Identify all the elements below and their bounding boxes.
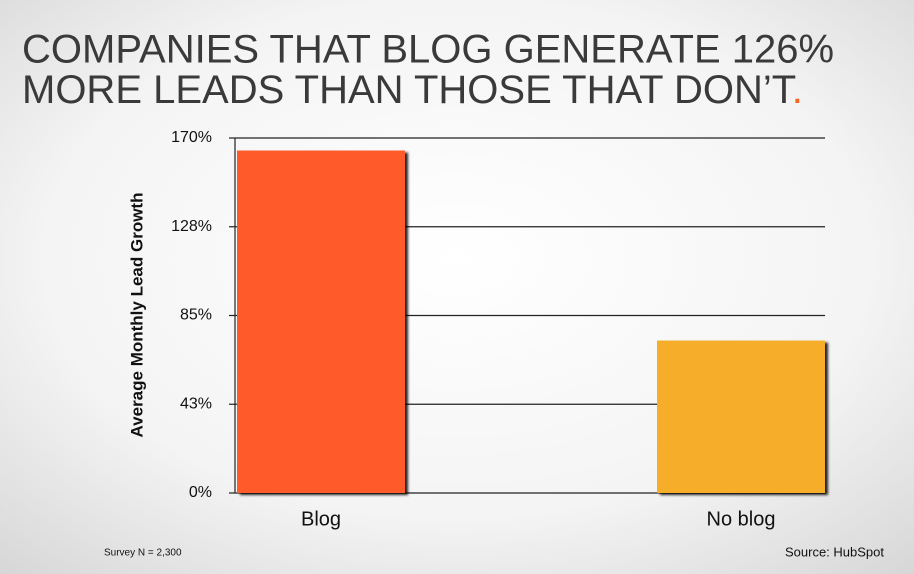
- x-tick-label: Blog: [301, 508, 341, 530]
- title-text: MORE LEADS THAN THOSE THAT DON’T: [22, 68, 796, 112]
- y-tick-label: 43%: [180, 395, 212, 412]
- y-axis-label: Average Monthly Lead Growth: [127, 193, 146, 438]
- y-tick-label: 170%: [171, 129, 212, 146]
- source: Source: HubSpot: [785, 544, 884, 559]
- title-period: .: [792, 68, 803, 112]
- x-tick-label: No blog: [707, 508, 776, 530]
- title-line: COMPANIES THAT BLOG GENERATE 126%: [22, 28, 834, 72]
- y-tick-label: 128%: [171, 218, 212, 235]
- y-tick-label: 85%: [180, 307, 212, 324]
- y-tick-label: 0%: [189, 484, 212, 501]
- bar: [657, 340, 825, 493]
- title-line: MORE LEADS THAN THOSE THAT DON’T.: [22, 68, 803, 112]
- note: Survey N = 2,300: [104, 548, 182, 559]
- bar: [237, 150, 405, 493]
